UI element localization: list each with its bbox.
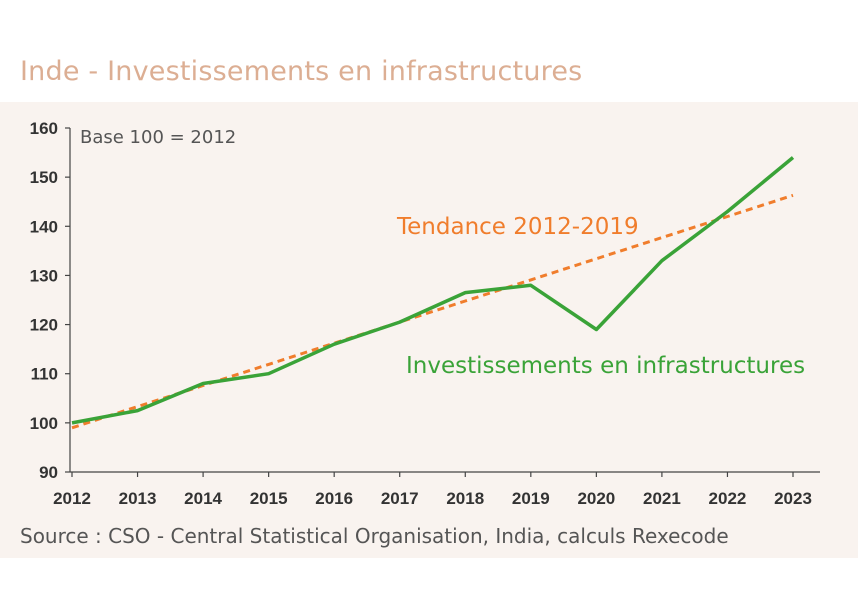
x-tick-label: 2021 [643,489,681,508]
investment-series-label: Investissements en infrastructures [406,353,805,379]
y-tick-label: 120 [30,316,58,335]
chart-title: Inde - Investissements en infrastructure… [20,56,583,87]
x-tick-label: 2012 [53,489,91,508]
y-tick-label: 90 [39,463,58,482]
y-tick-label: 100 [30,414,58,433]
x-axis-ticks: 2012 2013 2014 2015 2016 2017 2018 2019 2020 2021… [53,472,812,508]
y-tick-label: 130 [30,266,58,285]
trend-series-label: Tendance 2012-2019 [396,214,639,240]
y-tick-label: 150 [30,168,58,187]
investment-series-line [71,156,795,425]
x-tick-label: 2019 [512,489,550,508]
axes [69,128,820,473]
x-tick-label: 2017 [381,489,419,508]
y-tick-label: 140 [30,217,58,236]
chart-panel [0,102,858,558]
x-tick-label: 2018 [446,489,484,508]
x-tick-label: 2013 [119,489,157,508]
source-note: Source : CSO - Central Statistical Organ… [20,524,729,548]
x-tick-label: 2020 [577,489,615,508]
x-tick-label: 2014 [184,489,222,508]
x-tick-label: 2022 [709,489,747,508]
y-axis-ticks: 90 100 110 120 130 140 150 160 [30,119,70,482]
series-lines [71,156,795,430]
x-tick-label: 2015 [250,489,288,508]
x-tick-label: 2016 [315,489,353,508]
y-tick-label: 160 [30,119,58,138]
x-tick-label: 2023 [774,489,812,508]
base-note: Base 100 = 2012 [80,127,236,148]
y-tick-label: 110 [31,365,58,384]
